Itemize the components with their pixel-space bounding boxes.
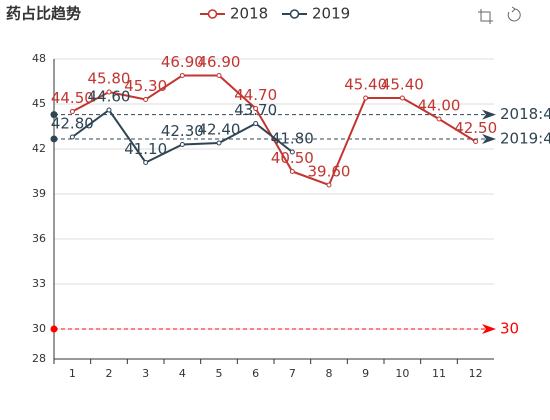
zoom-icon[interactable]	[478, 9, 493, 24]
point	[473, 139, 479, 144]
point	[216, 140, 222, 146]
legend-label: 2018	[230, 5, 268, 23]
x-tick-label: 10	[395, 367, 409, 380]
mark-line-label: 30	[500, 320, 519, 338]
data-label: 46.90	[161, 53, 204, 71]
point	[69, 109, 75, 114]
data-label: 44.00	[418, 97, 461, 115]
y-tick-label: 36	[32, 232, 46, 245]
point	[253, 121, 259, 126]
data-label: 45.30	[124, 77, 167, 95]
mark-line-arrow	[482, 133, 496, 144]
data-label: 42.50	[454, 119, 497, 137]
point	[363, 95, 369, 101]
x-tick-label: 5	[216, 367, 223, 380]
point	[179, 142, 185, 147]
mark-line-start	[50, 135, 58, 143]
data-label: 42.30	[161, 122, 204, 140]
data-label: 42.80	[51, 115, 94, 133]
data-label: 41.10	[124, 140, 167, 158]
legend-marker	[289, 9, 300, 19]
data-label: 43.70	[234, 101, 277, 119]
mark-line-arrow	[482, 324, 496, 334]
toolbox[interactable]	[478, 6, 521, 24]
point	[436, 116, 442, 122]
x-tick-label: 3	[142, 367, 149, 380]
data-label: 45.40	[381, 76, 424, 94]
y-tick-label: 48	[32, 52, 46, 65]
y-tick-label: 42	[32, 142, 46, 155]
data-label: 46.90	[198, 53, 241, 71]
data-label: 45.80	[88, 70, 131, 88]
mark-line-label: 2019:4	[500, 129, 550, 147]
x-tick-label: 12	[469, 367, 483, 380]
restore-icon[interactable]	[507, 6, 521, 22]
point	[253, 106, 259, 111]
data-label: 45.40	[344, 76, 387, 94]
x-tick-label: 8	[326, 367, 333, 380]
mark-line-start	[50, 111, 58, 119]
y-tick-label: 33	[32, 277, 46, 290]
x-tick-label: 6	[252, 367, 259, 380]
x-tick-label: 1	[69, 367, 76, 380]
point	[143, 160, 149, 165]
point	[326, 182, 332, 188]
point	[69, 134, 75, 140]
data-label: 44.70	[234, 86, 277, 104]
data-label: 39.60	[308, 163, 351, 181]
data-label: 42.40	[198, 121, 241, 139]
legend-label: 2019	[312, 5, 350, 23]
point	[106, 107, 112, 113]
mark-line-start	[50, 325, 58, 333]
x-tick-label: 7	[289, 367, 296, 380]
data-label: 44.50	[51, 89, 94, 107]
point	[179, 73, 185, 78]
mark-line-arrow	[482, 109, 496, 120]
point	[289, 149, 295, 155]
data-label: 44.60	[88, 88, 131, 106]
point	[289, 169, 295, 174]
y-tick-label: 28	[32, 352, 46, 365]
legend-marker	[207, 9, 218, 19]
y-tick-label: 45	[32, 97, 46, 110]
data-label: 40.50	[271, 149, 314, 167]
series-line	[71, 74, 477, 187]
x-tick-label: 4	[179, 367, 186, 380]
x-tick-label: 11	[432, 367, 446, 380]
y-tick-label: 39	[32, 187, 46, 200]
data-label: 41.80	[271, 130, 314, 148]
point	[106, 89, 112, 95]
y-tick-label: 30	[32, 322, 46, 335]
x-tick-label: 2	[106, 367, 113, 380]
chart-title: 药占比趋势	[6, 5, 81, 23]
point	[399, 95, 405, 101]
x-tick-label: 9	[362, 367, 369, 380]
mark-line-label: 2018:4	[500, 105, 550, 123]
point	[143, 97, 149, 102]
point	[216, 73, 222, 78]
